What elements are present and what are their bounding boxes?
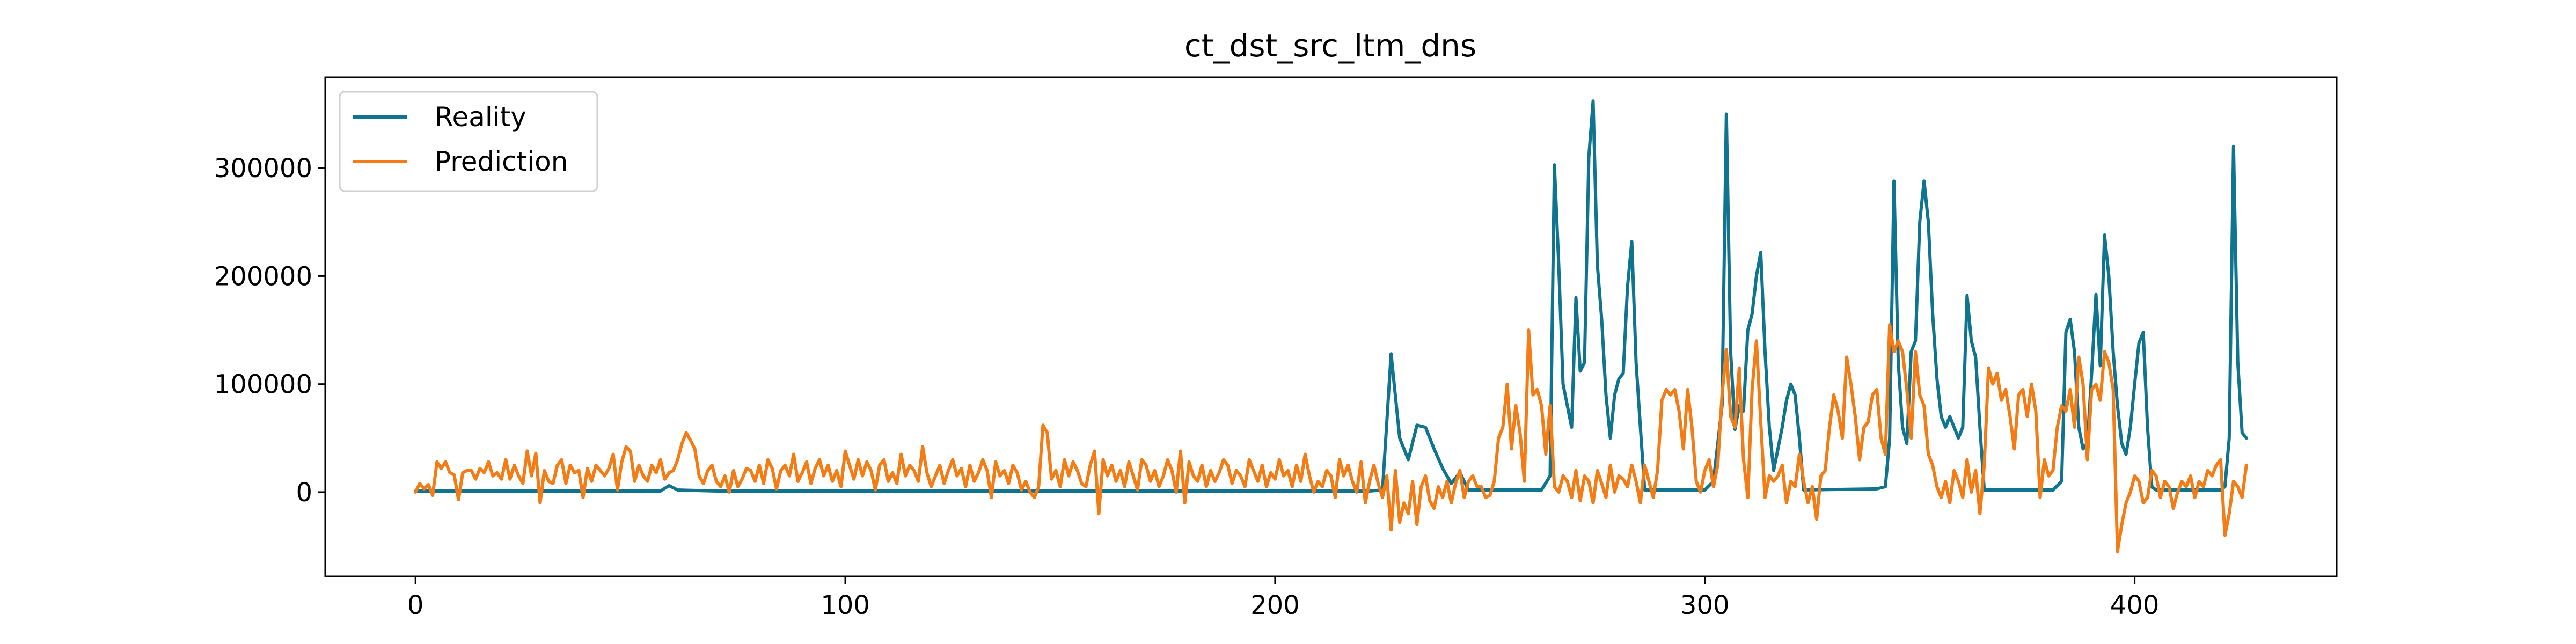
plot-area-frame: [324, 76, 2338, 577]
legend-label-reality: Reality: [435, 101, 526, 133]
legend: Reality Prediction: [339, 91, 598, 192]
chart-title: ct_dst_src_ltm_dns: [1184, 27, 1476, 64]
y-axis: 0 100000 200000 300000: [214, 153, 325, 508]
y-tick-label: 200000: [214, 261, 312, 291]
x-tick-label: 200: [1250, 590, 1300, 620]
y-tick-label: 0: [296, 478, 312, 508]
y-tick-label: 300000: [214, 153, 312, 184]
x-axis: 0 100 200 300 400: [407, 576, 2160, 620]
x-tick-label: 0: [407, 590, 424, 620]
x-tick-label: 300: [1680, 590, 1730, 620]
x-tick-label: 400: [2110, 590, 2160, 620]
x-tick-label: 100: [821, 590, 870, 620]
legend-label-prediction: Prediction: [435, 146, 568, 177]
series-line-reality: [414, 99, 2248, 493]
series-line-prediction: [414, 323, 2248, 553]
plot-area-background: [325, 77, 2337, 576]
series-layer: [414, 99, 2248, 553]
y-tick-label: 100000: [214, 370, 312, 400]
